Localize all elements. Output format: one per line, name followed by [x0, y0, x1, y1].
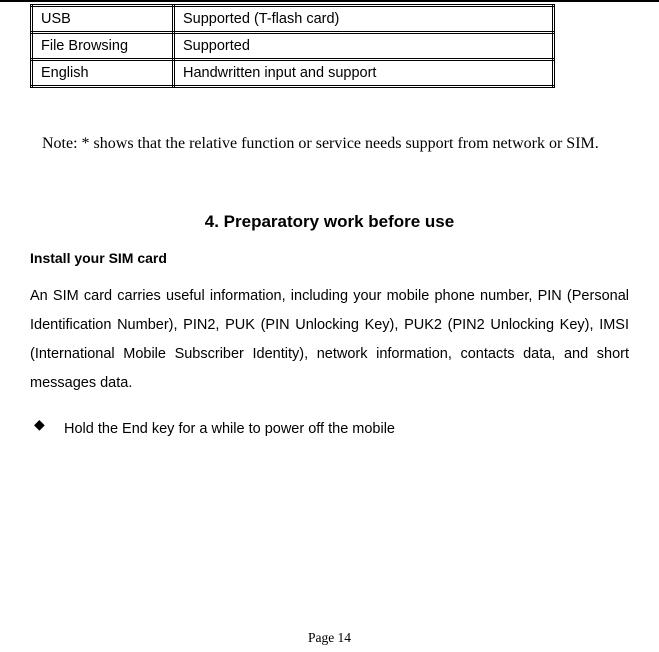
- table-row: USB Supported (T-flash card): [32, 6, 554, 33]
- page-number: Page 14: [0, 630, 659, 646]
- table-row: File Browsing Supported: [32, 33, 554, 60]
- bullet-item: ◆ Hold the End key for a while to power …: [30, 416, 629, 444]
- table-cell-value: Supported (T-flash card): [174, 6, 554, 33]
- table-row: English Handwritten input and support: [32, 60, 554, 87]
- subheading-install-sim: Install your SIM card: [30, 250, 629, 266]
- bullet-text: Hold the End key for a while to power of…: [64, 416, 629, 444]
- table-cell-label: File Browsing: [32, 33, 174, 60]
- body-paragraph: An SIM card carries useful information, …: [30, 282, 629, 398]
- top-horizontal-rule: [0, 0, 659, 2]
- note-paragraph: Note: * shows that the relative function…: [42, 128, 617, 160]
- specs-table: USB Supported (T-flash card) File Browsi…: [30, 4, 555, 88]
- table-cell-value: Handwritten input and support: [174, 60, 554, 87]
- page-content: USB Supported (T-flash card) File Browsi…: [0, 4, 659, 444]
- table-cell-value: Supported: [174, 33, 554, 60]
- section-title: 4. Preparatory work before use: [30, 212, 629, 232]
- diamond-bullet-icon: ◆: [30, 416, 64, 433]
- table-cell-label: English: [32, 60, 174, 87]
- table-cell-label: USB: [32, 6, 174, 33]
